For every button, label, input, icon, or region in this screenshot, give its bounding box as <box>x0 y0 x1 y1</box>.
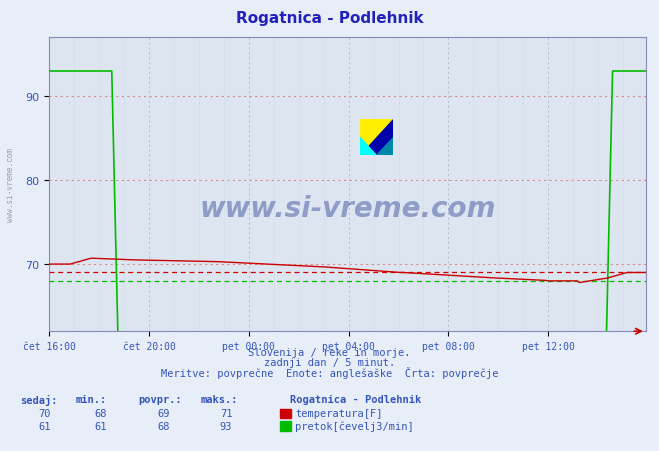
Polygon shape <box>360 120 393 156</box>
Text: povpr.:: povpr.: <box>138 394 182 404</box>
Text: temperatura[F]: temperatura[F] <box>295 409 383 419</box>
Text: 68: 68 <box>95 409 107 419</box>
Polygon shape <box>360 138 376 156</box>
Text: Rogatnica - Podlehnik: Rogatnica - Podlehnik <box>236 11 423 27</box>
Text: sedaj:: sedaj: <box>20 394 57 405</box>
Text: Rogatnica - Podlehnik: Rogatnica - Podlehnik <box>290 394 421 404</box>
Text: 68: 68 <box>158 421 169 431</box>
Text: 70: 70 <box>39 409 51 419</box>
Text: Meritve: povprečne  Enote: anglešaške  Črta: povprečje: Meritve: povprečne Enote: anglešaške Črt… <box>161 367 498 378</box>
Text: min.:: min.: <box>76 394 107 404</box>
Text: 71: 71 <box>220 409 232 419</box>
Polygon shape <box>376 138 393 156</box>
Text: 61: 61 <box>95 421 107 431</box>
Polygon shape <box>360 120 393 156</box>
Text: 93: 93 <box>220 421 232 431</box>
Text: 69: 69 <box>158 409 169 419</box>
Text: pretok[čevelj3/min]: pretok[čevelj3/min] <box>295 421 414 432</box>
Text: www.si-vreme.com: www.si-vreme.com <box>6 148 15 222</box>
Text: maks.:: maks.: <box>201 394 239 404</box>
Text: zadnji dan / 5 minut.: zadnji dan / 5 minut. <box>264 358 395 368</box>
Text: 61: 61 <box>39 421 51 431</box>
Text: www.si-vreme.com: www.si-vreme.com <box>200 194 496 222</box>
Text: Slovenija / reke in morje.: Slovenija / reke in morje. <box>248 348 411 358</box>
